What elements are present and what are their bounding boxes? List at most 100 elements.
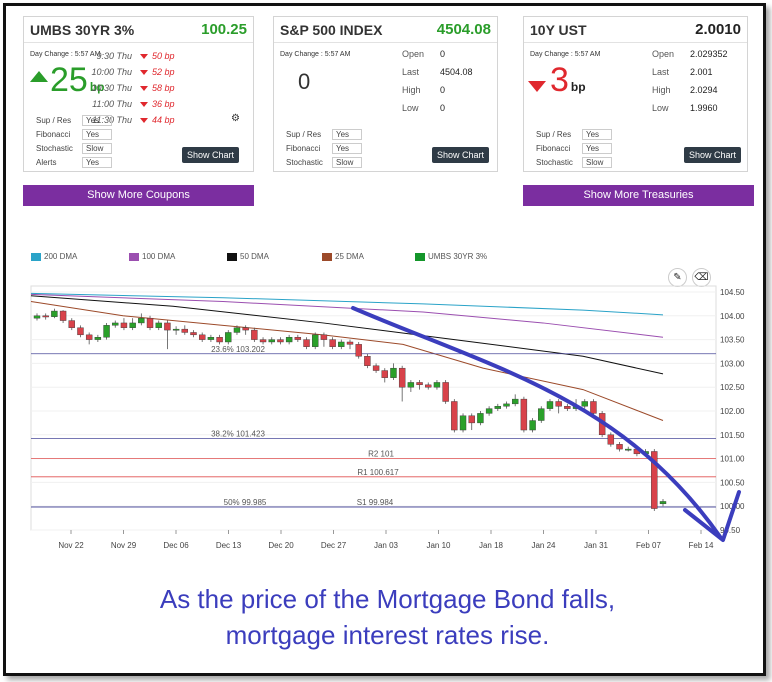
candle-body [242, 327, 249, 331]
candle-body [451, 401, 458, 431]
study-row: Fibonacci Yes [536, 143, 612, 154]
y-tick-label: 102.00 [720, 407, 745, 416]
study-row: Sup / Res Yes [286, 129, 362, 140]
legend-label: 50 DMA [240, 252, 269, 261]
study-select[interactable]: Yes [82, 115, 112, 126]
study-label: Sup / Res [36, 116, 72, 125]
study-label: Alerts [36, 158, 57, 167]
stat-label: High [652, 85, 671, 95]
level-label: 38.2% 101.423 [211, 429, 265, 438]
candle-body [138, 317, 145, 324]
candle-body [77, 327, 84, 336]
page-frame: UMBS 30YR 3% 100.25 Day Change : 5:57 AM… [3, 3, 766, 676]
y-tick-label: 103.00 [720, 359, 745, 368]
stat-value: 0 [440, 103, 446, 113]
candle-body [364, 356, 371, 366]
candle-body [338, 341, 345, 347]
study-select[interactable]: Yes [82, 129, 112, 140]
candle-body [207, 337, 215, 340]
study-label: Fibonacci [36, 130, 71, 139]
y-tick-label: 102.50 [720, 383, 745, 392]
candle-body [520, 398, 528, 431]
trend-arrow [351, 306, 741, 542]
candle-body [555, 401, 562, 407]
time-change: 52 bp [152, 67, 175, 77]
legend-item[interactable]: 100 DMA [129, 252, 175, 261]
x-tick-label: Dec 13 [216, 541, 242, 550]
candle-body [442, 382, 449, 402]
study-select[interactable]: Yes [82, 157, 112, 168]
sp500-card[interactable]: S&P 500 INDEX 4504.08 Day Change : 5:57 … [273, 16, 498, 172]
study-select[interactable]: Slow [82, 143, 112, 154]
legend-item[interactable]: 50 DMA [227, 252, 269, 261]
price-chart[interactable]: 23.6% 103.202 38.2% 101.423 R2 101 R1 100.6… [23, 278, 763, 588]
umbs-time-row: 11:00 Thu 36 bp [82, 99, 192, 109]
legend-label: UMBS 30YR 3% [428, 252, 488, 261]
legend-item[interactable]: 200 DMA [31, 252, 77, 261]
candle-body [303, 339, 310, 347]
down-arrow-icon [140, 85, 148, 91]
study-row: Alerts Yes [36, 157, 112, 168]
study-select[interactable]: Yes [332, 143, 362, 154]
candle-body [494, 406, 502, 409]
ust10-show-chart-button[interactable]: Show Chart [684, 147, 742, 163]
study-select[interactable]: Yes [582, 143, 612, 154]
umbs-title: UMBS 30YR 3% [30, 21, 135, 38]
moving-averages [30, 292, 664, 421]
umbs-card[interactable]: UMBS 30YR 3% 100.25 Day Change : 5:57 AM… [23, 16, 254, 172]
stat-label: Open [402, 49, 425, 59]
time-label: 10:30 Thu [91, 83, 132, 93]
candle-body [477, 413, 484, 424]
x-tick-label: Jan 10 [426, 541, 451, 550]
stat-row: Low 0 [402, 103, 445, 113]
candle-body [42, 315, 49, 318]
study-select[interactable]: Slow [332, 157, 362, 168]
y-tick-label: 100.50 [720, 478, 745, 487]
ust10-day-change: 3 bp [550, 63, 586, 104]
legend-swatch [129, 252, 139, 261]
show-more-coupons-button[interactable]: Show More Coupons [23, 185, 254, 206]
candle-body [68, 320, 75, 328]
x-tick-label: Dec 20 [268, 541, 294, 550]
candle-body [425, 384, 432, 388]
ust10-card[interactable]: 10Y UST 2.0010 Day Change : 5:57 AM 3 bp … [523, 16, 748, 172]
down-arrow-icon [140, 69, 148, 75]
x-tick-label: Feb 14 [689, 541, 714, 550]
level-label: 50% 99.985 [224, 498, 267, 507]
candle-body [285, 337, 293, 343]
candle-body [407, 382, 415, 388]
umbs-show-chart-button[interactable]: Show Chart [182, 147, 240, 163]
stat-label: Last [402, 67, 420, 77]
eraser-icon[interactable]: ⌫ [692, 268, 711, 287]
gear-icon[interactable]: ⚙ [231, 113, 240, 124]
x-tick-label: Dec 06 [163, 541, 189, 550]
legend-label: 100 DMA [142, 252, 176, 261]
y-tick-label: 104.00 [720, 312, 745, 321]
x-tick-label: Nov 22 [58, 541, 84, 550]
ust10-unit: bp [570, 80, 586, 94]
study-select[interactable]: Slow [582, 157, 612, 168]
study-select[interactable]: Yes [582, 129, 612, 140]
stat-row: Low 1.9960 [652, 103, 718, 113]
candle-body [155, 322, 162, 328]
candle-body [33, 315, 41, 319]
stat-row: Open 2.029352 [652, 49, 728, 59]
legend-item[interactable]: 25 DMA [322, 252, 364, 261]
stat-label: Low [402, 103, 419, 113]
show-more-treasuries-button[interactable]: Show More Treasuries [523, 185, 754, 206]
study-select[interactable]: Yes [332, 129, 362, 140]
candle-body [146, 317, 154, 328]
umbs-day-change-label: Day Change : 5:57 AM [30, 51, 101, 58]
legend-item[interactable]: UMBS 30YR 3% [415, 252, 487, 261]
down-arrow-icon [140, 101, 148, 107]
stat-label: High [402, 85, 421, 95]
stat-row: High 2.0294 [652, 85, 718, 95]
stat-value: 2.001 [690, 67, 713, 77]
x-tick-label: Nov 29 [111, 541, 137, 550]
down-arrow-icon [140, 53, 148, 59]
candle-body [538, 408, 545, 421]
study-label: Sup / Res [286, 130, 322, 139]
candle-body [529, 420, 536, 431]
sp500-show-chart-button[interactable]: Show Chart [432, 147, 490, 163]
candle-body [129, 322, 136, 328]
